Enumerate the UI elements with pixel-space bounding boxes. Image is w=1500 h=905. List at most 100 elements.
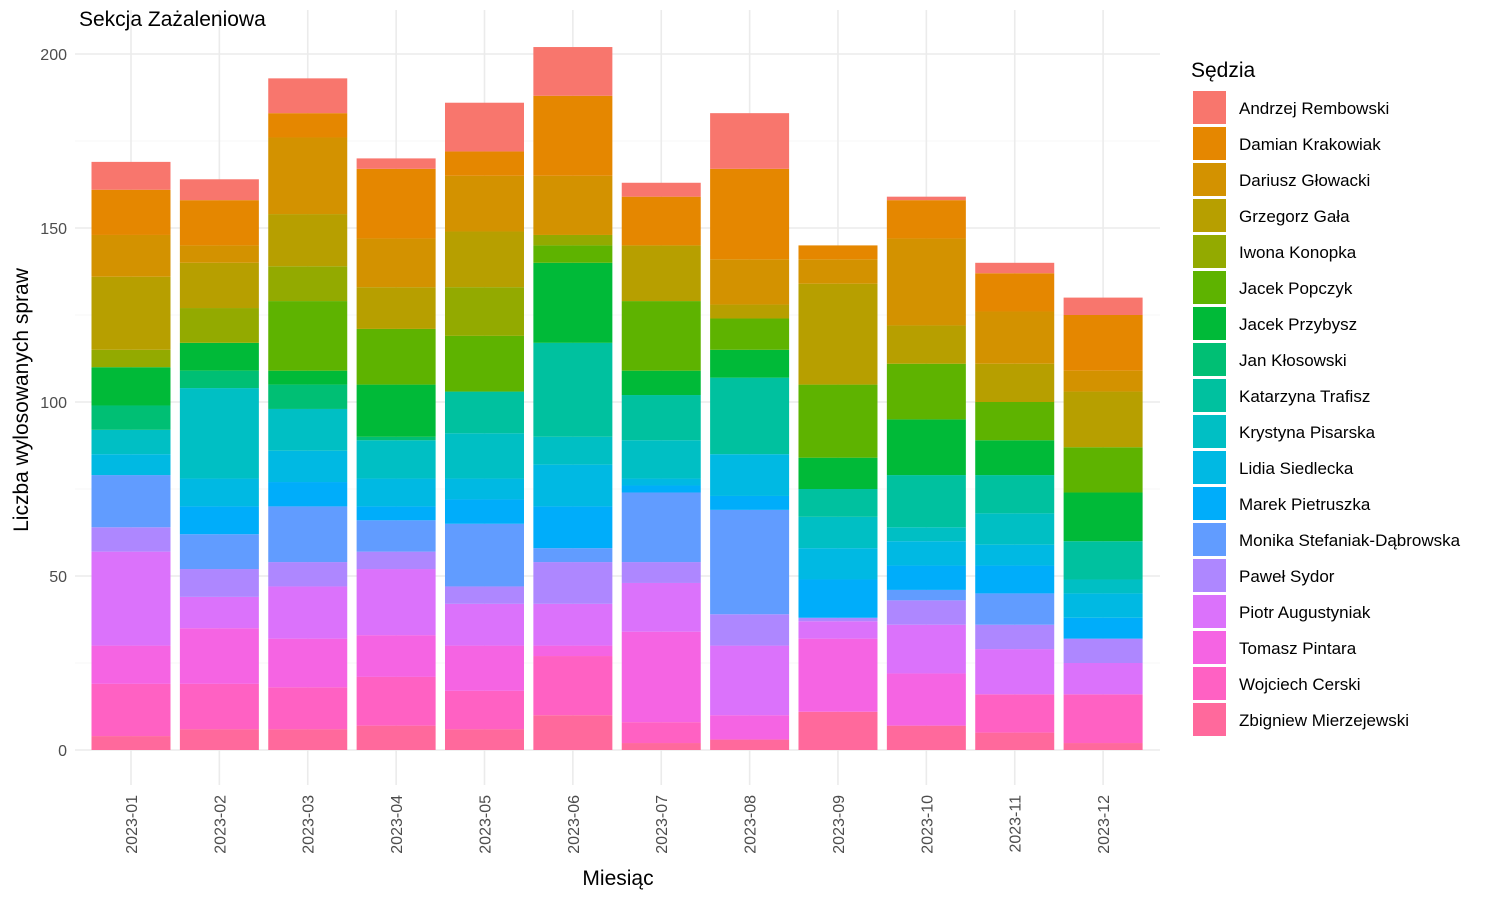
bar-segment bbox=[710, 509, 790, 615]
bar-segment bbox=[798, 489, 878, 517]
bar-segment bbox=[621, 631, 701, 723]
x-axis-ticks: 2023-01 2023-02 2023-03 2023-04 2023-05 2023-… bbox=[124, 795, 1113, 854]
bar-segment bbox=[710, 614, 790, 646]
legend-label: Wojciech Cerski bbox=[1239, 675, 1361, 694]
bar-segment bbox=[621, 485, 701, 493]
bar-segment bbox=[268, 586, 348, 639]
bar-segment bbox=[268, 137, 348, 215]
bar-segment bbox=[268, 687, 348, 730]
bar-segment bbox=[1063, 370, 1143, 392]
bar-segment bbox=[975, 475, 1055, 514]
y-tick-label: 0 bbox=[58, 743, 67, 760]
bar-segment bbox=[798, 617, 878, 622]
bar-segment bbox=[798, 548, 878, 580]
bar-segment bbox=[179, 729, 259, 750]
bar-segment bbox=[268, 370, 348, 385]
bar-segment bbox=[710, 715, 790, 740]
legend-label: Iwona Konopka bbox=[1239, 243, 1357, 262]
x-tick-label: 2023-01 bbox=[124, 795, 141, 854]
x-tick-label: 2023-04 bbox=[389, 795, 406, 854]
bar-segment bbox=[533, 464, 613, 507]
x-tick-label: 2023-02 bbox=[212, 795, 229, 854]
bar-segment bbox=[1063, 315, 1143, 371]
bar-segment bbox=[356, 725, 436, 750]
bar-segment bbox=[91, 454, 171, 476]
bar-segment bbox=[886, 196, 966, 201]
legend-label: Monika Stefaniak-Dąbrowska bbox=[1239, 531, 1461, 550]
bar-segment bbox=[179, 388, 259, 479]
legend: Sędzia Andrzej Rembowski Damian Krakowiak… bbox=[1191, 59, 1461, 736]
bar-segment bbox=[356, 168, 436, 239]
bar-segment bbox=[798, 711, 878, 750]
bar-segment bbox=[356, 569, 436, 636]
bar-segment bbox=[533, 603, 613, 646]
bar-segment bbox=[179, 683, 259, 730]
bar-segment bbox=[356, 635, 436, 677]
y-tick-label: 200 bbox=[40, 47, 67, 64]
bar-segment bbox=[444, 603, 524, 646]
bar-segment bbox=[1063, 617, 1143, 639]
bar-segment bbox=[1063, 492, 1143, 542]
x-tick-label: 2023-06 bbox=[566, 795, 583, 854]
bar-segment bbox=[533, 95, 613, 176]
bar-segment bbox=[91, 683, 171, 737]
bar-segment bbox=[798, 384, 878, 458]
bar-segment bbox=[356, 676, 436, 726]
bar-segment bbox=[91, 234, 171, 277]
bar-segment bbox=[91, 161, 171, 190]
legend-label: Dariusz Głowacki bbox=[1239, 171, 1370, 190]
bar-segment bbox=[1063, 447, 1143, 493]
bar-segment bbox=[975, 513, 1055, 545]
legend-label: Marek Pietruszka bbox=[1239, 495, 1371, 514]
bar-segment bbox=[975, 593, 1055, 625]
bar-segment bbox=[975, 273, 1055, 312]
bar-segment bbox=[356, 328, 436, 385]
bar-segment bbox=[710, 645, 790, 716]
bar-segment bbox=[179, 596, 259, 629]
bar-segment bbox=[975, 544, 1055, 566]
bar-segment bbox=[444, 645, 524, 691]
bar-segment bbox=[533, 506, 613, 549]
bar-segment bbox=[356, 158, 436, 169]
bar-segment bbox=[886, 565, 966, 590]
bar-segment bbox=[710, 168, 790, 260]
bar-segment bbox=[621, 722, 701, 744]
bar-segment bbox=[621, 370, 701, 396]
bar-segment bbox=[268, 384, 348, 409]
bar-segment bbox=[444, 433, 524, 479]
bar-segment bbox=[444, 175, 524, 232]
bar-segment bbox=[444, 391, 524, 434]
legend-label: Lidia Siedlecka bbox=[1239, 459, 1354, 478]
bar-segment bbox=[268, 506, 348, 563]
legend-label: Jan Kłosowski bbox=[1239, 351, 1347, 370]
bar-segment bbox=[356, 520, 436, 552]
bar-segment bbox=[798, 638, 878, 712]
bar-segment bbox=[798, 457, 878, 489]
bar-segment bbox=[621, 562, 701, 583]
bar-segment bbox=[444, 335, 524, 392]
legend-swatch bbox=[1193, 91, 1226, 124]
bar-segment bbox=[91, 276, 171, 350]
bar-segment bbox=[268, 214, 348, 267]
legend-label: Katarzyna Trafisz bbox=[1239, 387, 1370, 406]
chart-title: Sekcja Zażaleniowa bbox=[79, 8, 266, 31]
x-tick-label: 2023-10 bbox=[919, 795, 936, 854]
y-axis-ticks: 0 50 100 150 200 bbox=[40, 47, 67, 760]
bar-segment bbox=[533, 175, 613, 235]
bar-segment bbox=[975, 694, 1055, 733]
bar-segment bbox=[179, 179, 259, 201]
bar-segment bbox=[710, 349, 790, 378]
bar-segment bbox=[621, 492, 701, 563]
x-tick-label: 2023-12 bbox=[1096, 795, 1113, 854]
bar-segment bbox=[710, 318, 790, 350]
bar-segment bbox=[91, 405, 171, 430]
bar-segment bbox=[798, 283, 878, 385]
bar-segment bbox=[268, 562, 348, 587]
bar-segment bbox=[356, 287, 436, 329]
bar-segment bbox=[886, 200, 966, 239]
bar-segment bbox=[710, 113, 790, 169]
legend-label: Jacek Popczyk bbox=[1239, 279, 1353, 298]
legend-label: Tomasz Pintara bbox=[1239, 639, 1357, 658]
